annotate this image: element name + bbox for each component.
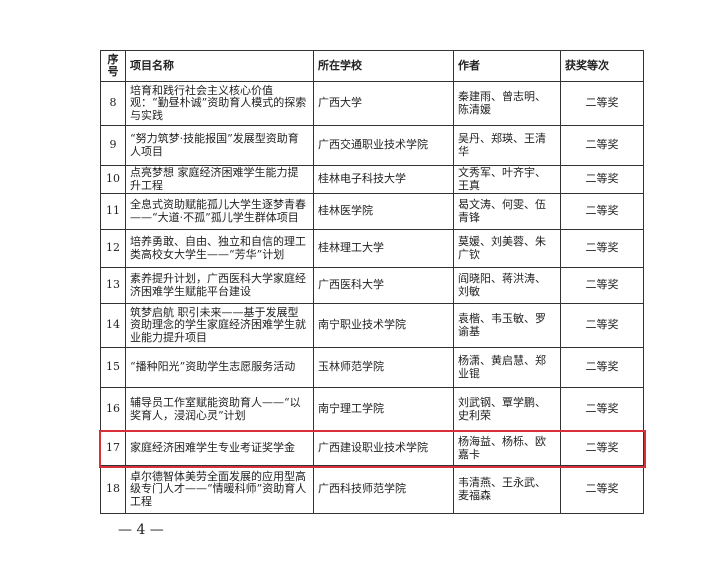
table-row: 11 全息式资助赋能孤儿大学生逐梦青春——“大道·不孤”孤儿学生群体项目 桂林医学院… <box>100 193 644 230</box>
table-cell: 韦清燕、王永武、麦福森 <box>453 465 561 514</box>
table-cell: 广西医科大学 <box>313 267 454 304</box>
table-cell: 11 <box>100 193 126 230</box>
table-cell: “努力筑梦·技能报国”发展型资助育人项目 <box>125 125 314 166</box>
table-cell: 广西建设职业技术学院 <box>313 431 454 466</box>
page-number: — 4 — <box>118 522 164 538</box>
table-cell: 8 <box>100 81 126 126</box>
table-row: 15 “播种阳光”资助学生志愿服务活动 玉林师范学院 杨潇、黄启慧、郑业锟 二等奖 <box>100 347 644 388</box>
table-cell: 二等奖 <box>560 229 644 268</box>
header-cell: 获奖等次 <box>560 50 644 82</box>
table-row: 10 点亮梦想 家庭经济困难学生能力提升工程 桂林电子科技大学 文秀军、叶齐宇、王真二… <box>100 165 644 194</box>
table-row: 18 卓尔德智体美劳全面发展的应用型高级专门人才——“情暖科师”资助育人工程 广西科… <box>100 465 644 514</box>
table-cell: 14 <box>100 303 126 348</box>
table-cell: 二等奖 <box>560 267 644 304</box>
table-cell: 二等奖 <box>560 193 644 230</box>
table-cell: 15 <box>100 347 126 388</box>
table-cell: 文秀军、叶齐宇、王真 <box>453 165 561 194</box>
table-cell: 杨海益、杨栎、欧嘉卡 <box>453 431 561 466</box>
table-cell: 辅导员工作室赋能资助育人——“以奖育人，浸润心灵”计划 <box>125 387 314 432</box>
table-cell: 筑梦启航 职引未来——基于发展型资助理念的学生家庭经济困难学生就业能力提升项目 <box>125 303 314 348</box>
table-cell: 莫媛、刘美蓉、朱广钦 <box>453 229 561 268</box>
table-cell: 桂林理工大学 <box>313 229 454 268</box>
table-cell: 全息式资助赋能孤儿大学生逐梦青春——“大道·不孤”孤儿学生群体项目 <box>125 193 314 230</box>
table-cell: 阎晓阳、蒋洪涛、刘敏 <box>453 267 561 304</box>
table-cell: 18 <box>100 465 126 514</box>
table-cell: 17 <box>100 431 126 466</box>
table-cell: 二等奖 <box>560 465 644 514</box>
table-cell: 广西大学 <box>313 81 454 126</box>
table-row: 17 家庭经济困难学生专业考证奖学金 广西建设职业技术学院 杨海益、杨栎、欧嘉卡 二等奖 <box>100 431 644 466</box>
table-cell: 刘武钢、覃学鹏、史利荣 <box>453 387 561 432</box>
table-cell: 二等奖 <box>560 347 644 388</box>
header-cell: 所在学校 <box>313 50 454 82</box>
table-cell: 二等奖 <box>560 81 644 126</box>
table-cell: 玉林师范学院 <box>313 347 454 388</box>
table-cell: 桂林电子科技大学 <box>313 165 454 194</box>
table-cell: 曷文涛、何雯、伍青锋 <box>453 193 561 230</box>
table-cell: 南宁职业技术学院 <box>313 303 454 348</box>
table-row: 12 培养勇敢、自由、独立和自信的理工类高校女大学生——“芳华”计划 桂林理工大学莫… <box>100 229 644 268</box>
table-cell: 二等奖 <box>560 431 644 466</box>
table-row: 13 素养提升计划，广西医科大学家庭经济困难学生赋能平台建设 广西医科大学 阎晓阳、蒋… <box>100 267 644 304</box>
header-cell: 序号 <box>100 50 126 82</box>
table-cell: 10 <box>100 165 126 194</box>
header-cell: 作者 <box>453 50 561 82</box>
table-cell: “播种阳光”资助学生志愿服务活动 <box>125 347 314 388</box>
table-row: 8 培育和践行社会主义核心价值观：“勤昼朴诚”资助育人模式的探索与实践 广西大学 秦建… <box>100 81 644 126</box>
table-cell: 点亮梦想 家庭经济困难学生能力提升工程 <box>125 165 314 194</box>
table-cell: 广西科技师范学院 <box>313 465 454 514</box>
table-cell: 二等奖 <box>560 303 644 348</box>
award-table: 序号 项目名称 所在学校 作者 获奖等次 8 培育和践行社会主义核心价值观：“勤昼朴诚”资… <box>100 50 644 514</box>
table-row: 16 辅导员工作室赋能资助育人——“以奖育人，浸润心灵”计划 南宁理工学院 刘武钢、覃… <box>100 387 644 432</box>
table-cell: 16 <box>100 387 126 432</box>
header-cell: 项目名称 <box>125 50 314 82</box>
table-cell: 二等奖 <box>560 387 644 432</box>
table-cell: 12 <box>100 229 126 268</box>
header-row: 序号 项目名称 所在学校 作者 获奖等次 <box>100 50 644 82</box>
table-cell: 家庭经济困难学生专业考证奖学金 <box>125 431 314 466</box>
table-cell: 吴丹、郑瑛、王清华 <box>453 125 561 166</box>
table-body: 8 培育和践行社会主义核心价值观：“勤昼朴诚”资助育人模式的探索与实践 广西大学 秦建… <box>100 81 644 514</box>
table-cell: 卓尔德智体美劳全面发展的应用型高级专门人才——“情暖科师”资助育人工程 <box>125 465 314 514</box>
table-cell: 二等奖 <box>560 125 644 166</box>
table-cell: 9 <box>100 125 126 166</box>
table-row: 14 筑梦启航 职引未来——基于发展型资助理念的学生家庭经济困难学生就业能力提升项… <box>100 303 644 348</box>
table-cell: 素养提升计划，广西医科大学家庭经济困难学生赋能平台建设 <box>125 267 314 304</box>
table-cell: 袁楷、韦玉敏、罗谕基 <box>453 303 561 348</box>
table-cell: 13 <box>100 267 126 304</box>
table-cell: 杨潇、黄启慧、郑业锟 <box>453 347 561 388</box>
table-cell: 桂林医学院 <box>313 193 454 230</box>
table-cell: 培育和践行社会主义核心价值观：“勤昼朴诚”资助育人模式的探索与实践 <box>125 81 314 126</box>
table-cell: 培养勇敢、自由、独立和自信的理工类高校女大学生——“芳华”计划 <box>125 229 314 268</box>
table-cell: 南宁理工学院 <box>313 387 454 432</box>
table-cell: 二等奖 <box>560 165 644 194</box>
table-cell: 广西交通职业技术学院 <box>313 125 454 166</box>
table-row: 9 “努力筑梦·技能报国”发展型资助育人项目 广西交通职业技术学院 吴丹、郑瑛、王清华… <box>100 125 644 166</box>
table-cell: 秦建雨、曾志明、陈清媛 <box>453 81 561 126</box>
